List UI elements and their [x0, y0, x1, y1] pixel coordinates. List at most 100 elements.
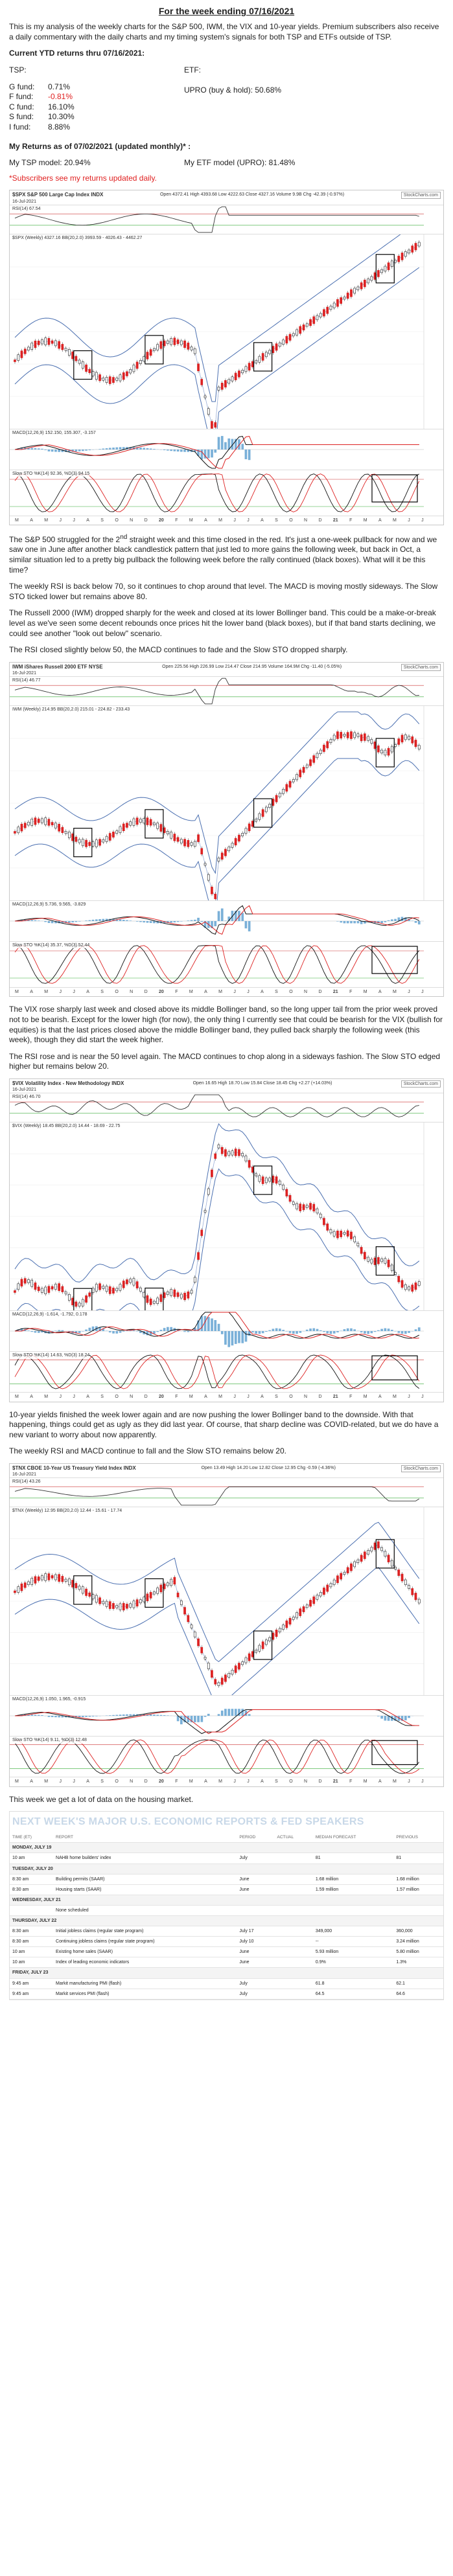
fund-row: C fund: 16.10% — [9, 102, 171, 113]
panel-label: Slow STO %K(14) 9.11, %D(3) 12.48 — [12, 1737, 87, 1744]
table-cell: 8:30 am — [10, 1926, 54, 1937]
chart-date: 16-Jul-2021 — [12, 199, 36, 204]
time-axis-tick: M — [15, 1395, 19, 1400]
table-cell: 8:30 am — [10, 1884, 54, 1895]
fund-row: S fund: 10.30% — [9, 112, 171, 122]
econ-table: TIME (ET) REPORT PERIOD ACTUAL MEDIAN FORECA… — [10, 1832, 443, 2000]
time-axis-tick: A — [86, 1779, 89, 1784]
table-cell: July — [237, 1989, 275, 2000]
chart-ohlc: Open 4372.41 High 4393.68 Low 4222.63 Cl… — [159, 192, 345, 198]
time-axis-tick: J — [421, 1395, 424, 1400]
table-cell — [274, 1874, 313, 1885]
panel-plot — [10, 435, 424, 469]
panel-label: $TNX (Weekly) 12.95 BB(20,2.0) 12.44 - 1… — [12, 1508, 122, 1514]
time-axis-tick: J — [73, 1395, 75, 1400]
panel-plot — [10, 1709, 424, 1735]
time-axis-tick: N — [130, 518, 134, 523]
time-axis-tick: J — [233, 990, 236, 995]
table-cell: 8:30 am — [10, 1936, 54, 1948]
table-row: 8:30 am Continuing jobless claims (regula… — [10, 1936, 443, 1948]
table-row: 8:30 am Building permits (SAAR) June 1.68 m… — [10, 1874, 443, 1885]
time-axis-tick: J — [73, 1779, 75, 1784]
time-axis-tick: O — [289, 518, 293, 523]
subscriber-note: *Subscribers see my returns updated dail… — [9, 173, 157, 183]
econ-column-header: PREVIOUS — [393, 1832, 443, 1843]
panel-plot — [10, 678, 424, 705]
table-cell: Continuing jobless claims (regular state… — [53, 1936, 237, 1948]
table-cell — [274, 1905, 313, 1916]
table-row: 10 am Existing home sales (SAAR) June 5.93 … — [10, 1946, 443, 1958]
panel-label: $VIX (Weekly) 18.45 BB(20,2.0) 14.44 - 1… — [12, 1123, 121, 1130]
chart-panel: MACD(12,26,9) 1.050, 1.965, -0.915 — [10, 1695, 443, 1736]
time-axis-tick: 21 — [332, 990, 338, 995]
time-axis-tick: M — [15, 990, 19, 995]
table-cell: Existing home sales (SAAR) — [53, 1946, 237, 1958]
time-axis-tick: M — [218, 990, 222, 995]
table-row: 9:45 am Markit services PMI (flash) July 64… — [10, 1989, 443, 2000]
chart-panel: $TNX (Weekly) 12.95 BB(20,2.0) 12.44 - 1… — [10, 1507, 443, 1696]
econ-day-label: MONDAY, JULY 19 — [10, 1842, 443, 1854]
panel-label: RSI(14) 67.54 — [12, 205, 41, 212]
econ-column-header: REPORT — [53, 1832, 237, 1843]
time-axis-tick: J — [247, 1779, 250, 1784]
chart-panel: MACD(12,26,9) -1.614, -1.792, 0.178 — [10, 1310, 443, 1351]
time-axis-tick: A — [378, 1395, 382, 1400]
tnx-weekly-chart: $TNX CBOE 10-Year US Treasury Yield Inde… — [9, 1463, 444, 1787]
time-axis-tick: A — [204, 1395, 207, 1400]
econ-day-label: TUESDAY, JULY 20 — [10, 1864, 443, 1875]
time-axis-tick: M — [363, 1395, 367, 1400]
time-axis-tick: M — [392, 990, 397, 995]
tnx-paragraph-1: 10-year yields finished the week lower a… — [9, 1409, 439, 1439]
ytd-heading: Current YTD returns thru 07/16/2021: — [9, 49, 145, 58]
table-cell: 5.93 million — [312, 1946, 394, 1958]
time-axis-tick: S — [275, 1779, 278, 1784]
time-axis-tick: M — [363, 990, 367, 995]
time-axis-tick: S — [100, 518, 104, 523]
table-cell: None scheduled — [53, 1905, 237, 1916]
table-cell: July — [237, 1852, 275, 1864]
chart-panel: RSI(14) 46.77 — [10, 676, 443, 705]
time-axis-tick: A — [204, 990, 207, 995]
time-axis-tick: N — [130, 1779, 134, 1784]
panel-label: MACD(12,26,9) 1.050, 1.965, -0.915 — [12, 1696, 86, 1703]
time-axis-tick: A — [30, 1779, 33, 1784]
time-axis-tick: S — [100, 990, 104, 995]
chart-date: 16-Jul-2021 — [12, 1472, 36, 1477]
fund-list: G fund: 0.71% F fund: -0.81% C fund: 16.10% S … — [9, 82, 171, 133]
economic-calendar: NEXT WEEK'S MAJOR U.S. ECONOMIC REPORTS … — [9, 1811, 444, 2000]
table-cell: 8:30 am — [10, 1874, 54, 1885]
panel-plot — [10, 234, 424, 429]
time-axis-tick: F — [175, 1395, 178, 1400]
econ-calendar-title: NEXT WEEK'S MAJOR U.S. ECONOMIC REPORTS … — [10, 1812, 443, 1833]
time-axis-tick: O — [289, 1395, 293, 1400]
time-axis-tick: D — [144, 1779, 148, 1784]
chart-symbol: $VIX Volatility Index - New Methodology … — [12, 1080, 124, 1086]
vix-weekly-chart: $VIX Volatility Index - New Methodology … — [9, 1078, 444, 1402]
econ-day-row: MONDAY, JULY 19 — [10, 1842, 443, 1854]
panel-label: MACD(12,26,9) -1.614, -1.792, 0.178 — [12, 1312, 87, 1318]
time-axis-tick: M — [363, 1779, 367, 1784]
chart-panel: $VIX (Weekly) 18.45 BB(20,2.0) 14.44 - 1… — [10, 1122, 443, 1311]
table-cell: Markit services PMI (flash) — [53, 1989, 237, 2000]
table-cell: 64.5 — [312, 1989, 394, 2000]
panel-label: MACD(12,26,9) 5.736, 9.565, -3.829 — [12, 902, 86, 908]
time-axis-tick: M — [218, 1395, 222, 1400]
table-cell — [393, 1905, 443, 1916]
page-title: For the week ending 07/16/2021 — [158, 6, 295, 16]
table-cell: June — [237, 1874, 275, 1885]
econ-intro: This week we get a lot of data on the ho… — [9, 1794, 194, 1804]
time-axis-tick: O — [115, 990, 119, 995]
table-row: 9:45 am Markit manufacturing PMI (flash) J… — [10, 1978, 443, 1989]
time-axis: M A M J J A S O N D 20 F M A M J J A S O N D 21 F M A M J J — [10, 987, 443, 996]
fund-value: 10.30% — [48, 112, 75, 122]
table-cell: 9:45 am — [10, 1978, 54, 1989]
time-axis-tick: J — [247, 518, 250, 523]
table-cell: 360,000 — [393, 1926, 443, 1937]
time-axis-tick: N — [304, 990, 308, 995]
time-axis-tick: M — [392, 518, 397, 523]
econ-day-label: WEDNESDAY, JULY 21 — [10, 1895, 443, 1906]
chart-symbol: $SPX S&P 500 Large Cap Index INDX — [12, 192, 104, 198]
fund-value: 16.10% — [48, 102, 75, 111]
panel-plot — [10, 1123, 424, 1311]
